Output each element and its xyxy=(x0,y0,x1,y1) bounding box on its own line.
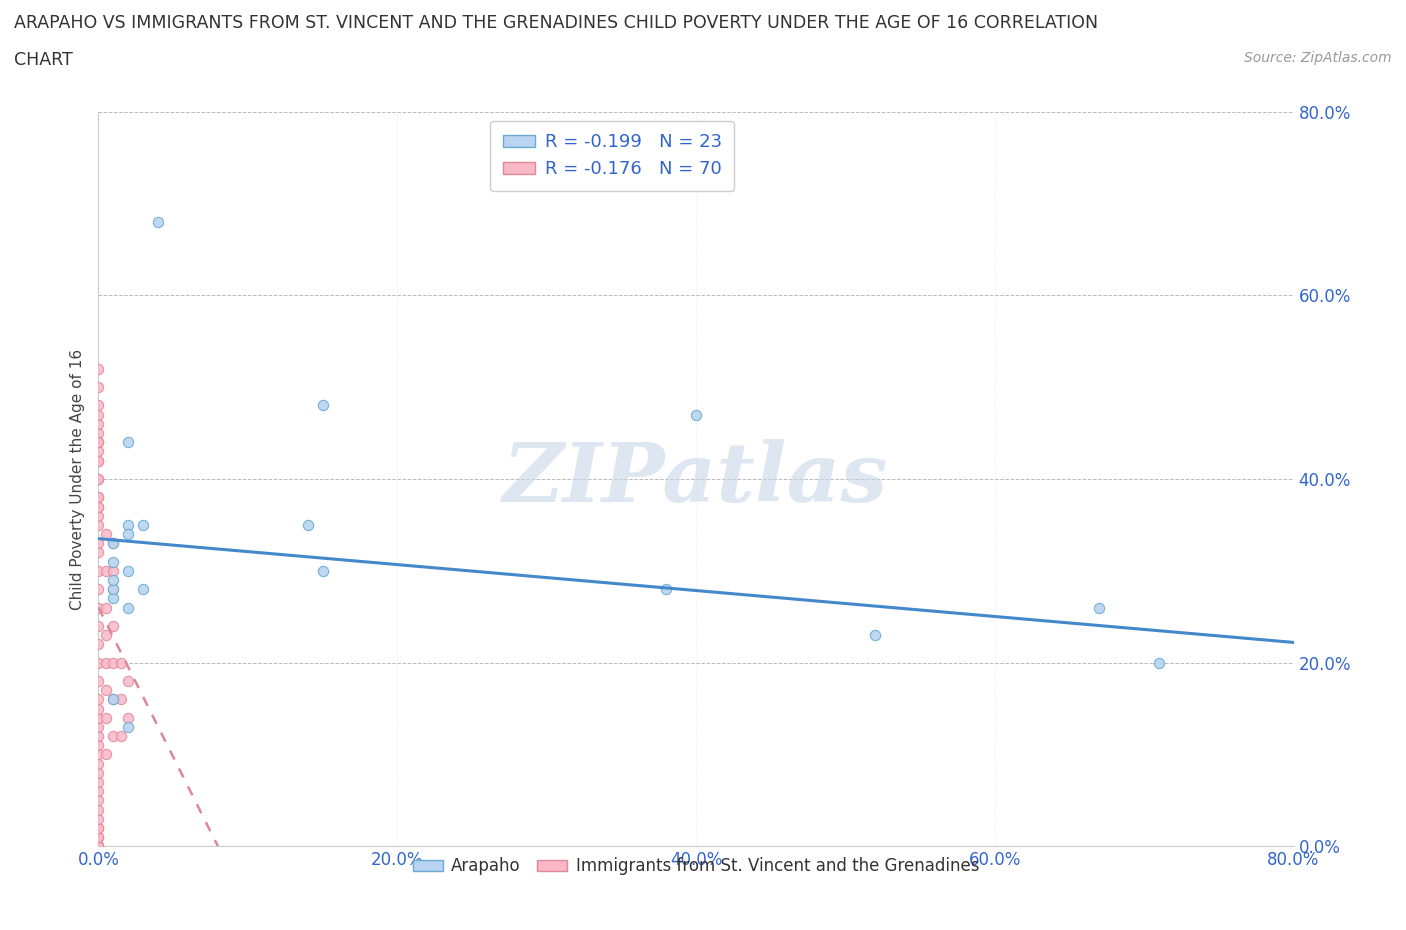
Point xyxy=(94,711,117,725)
Point xyxy=(117,517,139,532)
Point xyxy=(94,600,117,615)
Point xyxy=(103,536,125,551)
Point xyxy=(87,830,110,844)
Point xyxy=(87,499,110,514)
Point xyxy=(87,453,110,468)
Point xyxy=(103,573,125,588)
Point xyxy=(117,600,139,615)
Point xyxy=(311,398,333,413)
Point xyxy=(94,655,117,670)
Point xyxy=(94,564,117,578)
Point xyxy=(87,811,110,826)
Point xyxy=(103,692,125,707)
Point xyxy=(87,407,110,422)
Point xyxy=(110,692,132,707)
Point xyxy=(132,582,155,597)
Point xyxy=(87,472,110,486)
Point xyxy=(87,361,110,376)
Point xyxy=(87,711,110,725)
Point xyxy=(103,729,125,744)
Point xyxy=(87,765,110,780)
Point xyxy=(87,637,110,652)
Point xyxy=(1147,655,1170,670)
Point xyxy=(87,490,110,505)
Point xyxy=(87,820,110,835)
Point xyxy=(87,472,110,486)
Text: ARAPAHO VS IMMIGRANTS FROM ST. VINCENT AND THE GRENADINES CHILD POVERTY UNDER TH: ARAPAHO VS IMMIGRANTS FROM ST. VINCENT A… xyxy=(14,14,1098,32)
Point xyxy=(103,692,125,707)
Point xyxy=(87,747,110,762)
Point xyxy=(103,618,125,633)
Point xyxy=(87,756,110,771)
Point xyxy=(110,655,132,670)
Legend: Arapaho, Immigrants from St. Vincent and the Grenadines: Arapaho, Immigrants from St. Vincent and… xyxy=(406,851,986,882)
Point xyxy=(87,720,110,735)
Point xyxy=(87,490,110,505)
Point xyxy=(87,508,110,523)
Point xyxy=(655,582,678,597)
Point xyxy=(87,839,110,854)
Point xyxy=(87,600,110,615)
Point xyxy=(117,673,139,688)
Point xyxy=(87,379,110,394)
Point xyxy=(94,747,117,762)
Point xyxy=(94,526,117,541)
Point xyxy=(87,536,110,551)
Point xyxy=(87,453,110,468)
Point xyxy=(117,435,139,450)
Point xyxy=(87,517,110,532)
Point xyxy=(103,582,125,597)
Point xyxy=(103,554,125,569)
Point xyxy=(87,618,110,633)
Point xyxy=(87,839,110,854)
Point xyxy=(87,398,110,413)
Point xyxy=(110,729,132,744)
Point xyxy=(865,628,887,643)
Point xyxy=(87,729,110,744)
Point xyxy=(87,426,110,441)
Point xyxy=(87,582,110,597)
Point xyxy=(87,701,110,716)
Point xyxy=(87,673,110,688)
Text: Source: ZipAtlas.com: Source: ZipAtlas.com xyxy=(1244,51,1392,65)
Point xyxy=(87,802,110,817)
Point xyxy=(117,526,139,541)
Point xyxy=(103,591,125,605)
Point xyxy=(87,830,110,844)
Point xyxy=(87,545,110,560)
Text: CHART: CHART xyxy=(14,51,73,69)
Point xyxy=(1088,600,1111,615)
Point xyxy=(87,784,110,799)
Point xyxy=(87,417,110,432)
Point xyxy=(311,564,333,578)
Point xyxy=(103,582,125,597)
Point xyxy=(87,564,110,578)
Point xyxy=(87,839,110,854)
Point xyxy=(103,536,125,551)
Point xyxy=(87,499,110,514)
Point xyxy=(103,655,125,670)
Point xyxy=(103,564,125,578)
Point xyxy=(87,692,110,707)
Point xyxy=(87,775,110,790)
Text: ZIPatlas: ZIPatlas xyxy=(503,439,889,519)
Point xyxy=(117,711,139,725)
Point xyxy=(87,435,110,450)
Point xyxy=(87,839,110,854)
Point xyxy=(94,628,117,643)
Point xyxy=(87,820,110,835)
Point xyxy=(87,793,110,808)
Point xyxy=(87,444,110,458)
Point xyxy=(87,737,110,752)
Point xyxy=(685,407,707,422)
Point xyxy=(87,435,110,450)
Point xyxy=(87,655,110,670)
Point xyxy=(297,517,319,532)
Point xyxy=(132,517,155,532)
Point xyxy=(94,683,117,698)
Point xyxy=(117,720,139,735)
Point xyxy=(148,214,170,229)
Y-axis label: Child Poverty Under the Age of 16: Child Poverty Under the Age of 16 xyxy=(69,349,84,609)
Point xyxy=(117,564,139,578)
